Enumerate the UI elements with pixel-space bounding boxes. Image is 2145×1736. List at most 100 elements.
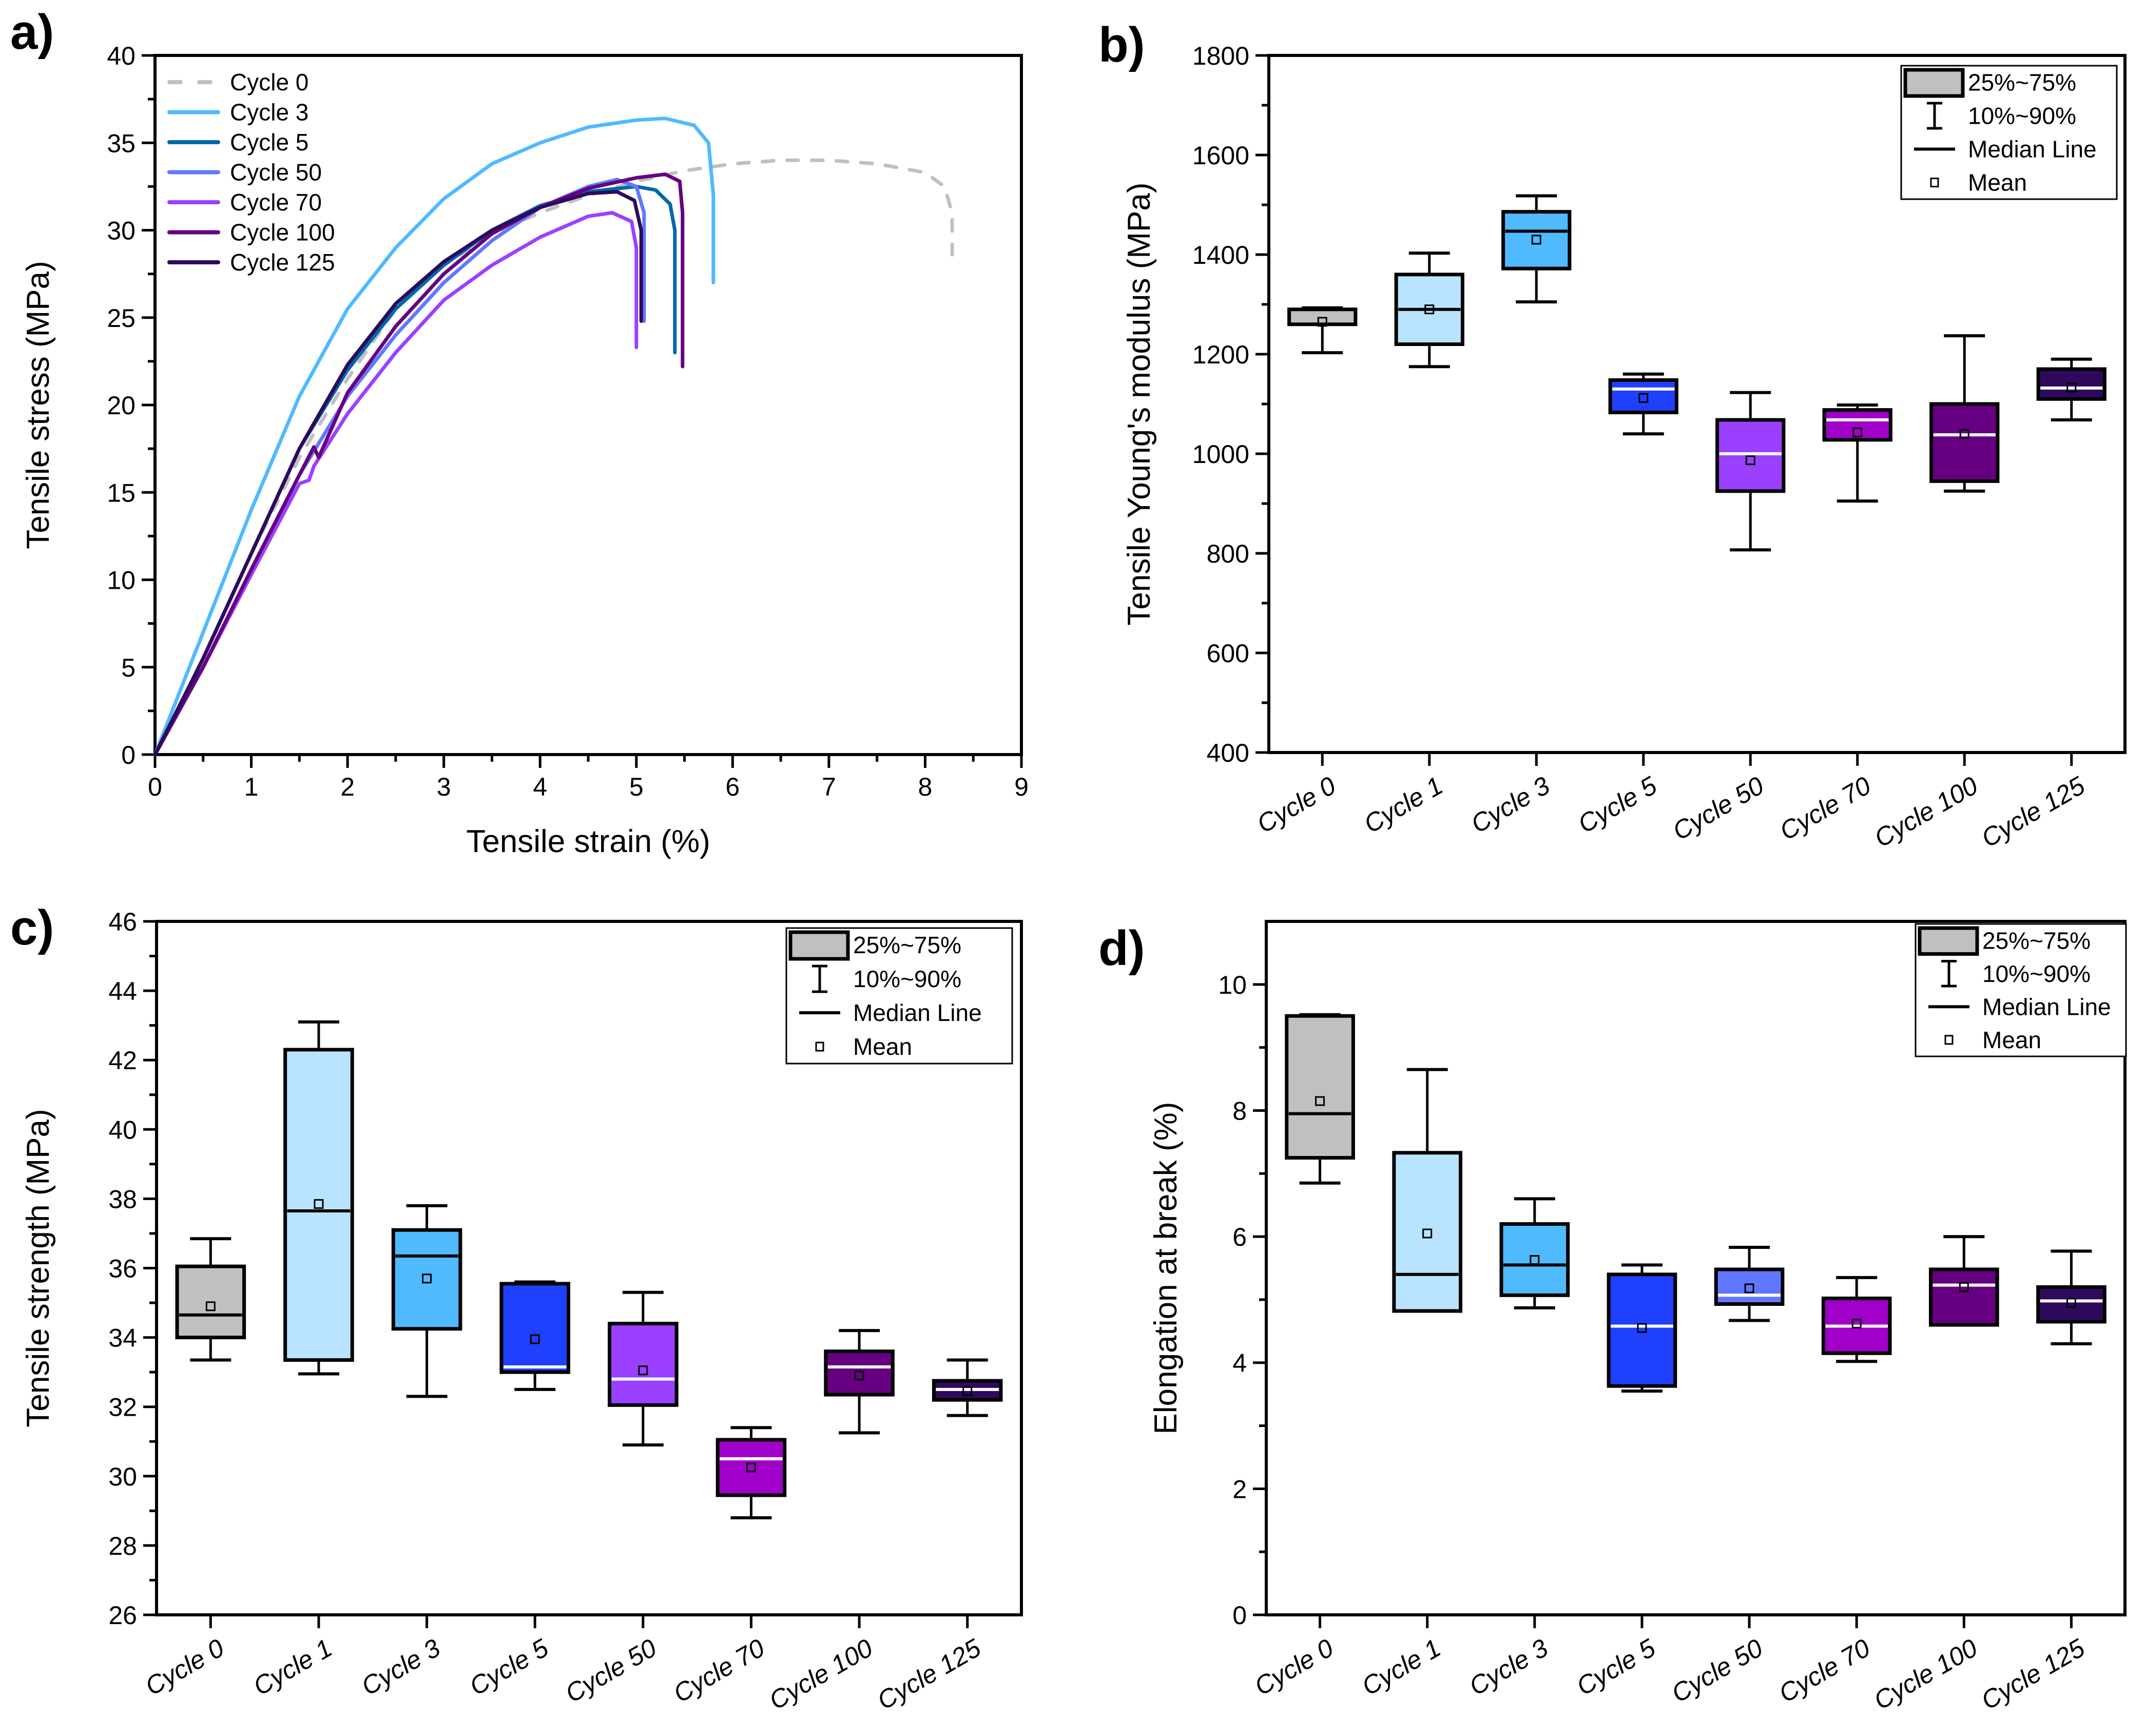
legend-label: Mean (853, 1033, 912, 1060)
y-axis-title: Tensile stress (MPa) (21, 261, 56, 549)
x-category-label: Cycle 1 (1357, 1633, 1445, 1701)
box-cycle-50 (608, 1290, 679, 1447)
y-tick-label: 8 (1232, 1096, 1247, 1125)
series-line-cycle-50 (153, 178, 646, 757)
box-cycle-3 (1501, 194, 1572, 304)
y-tick-label: 30 (107, 217, 136, 245)
y-tick-label: 600 (1207, 639, 1249, 668)
y-axis-title: Tensile Young's modulus (MPa) (1122, 182, 1157, 625)
y-tick-label: 6 (1232, 1223, 1247, 1251)
box-iqr (1499, 1222, 1570, 1297)
mean-marker (1638, 393, 1649, 403)
legend-label: Cycle 70 (230, 189, 322, 216)
box-iqr (1928, 1267, 1999, 1327)
y-tick-label: 32 (108, 1393, 137, 1422)
legend-label: 10%~90% (1968, 103, 2076, 129)
y-tick-label: 35 (107, 129, 136, 158)
legend: 25%~75% 10%~90% Median Line Mean (1915, 923, 2127, 1057)
mean-marker (1531, 235, 1541, 245)
legend-swatch-box (788, 930, 850, 961)
mean-marker (638, 1365, 648, 1376)
legend-label: 25%~75% (1968, 69, 2076, 96)
box-cycle-125 (2036, 357, 2107, 422)
x-category-label: Cycle 70 (1775, 771, 1876, 846)
box-iqr (824, 1349, 895, 1397)
x-category-label: Cycle 100 (764, 1633, 878, 1715)
box-cycle-0 (1285, 1013, 1355, 1185)
y-tick-label: 4 (1232, 1349, 1247, 1378)
series-line-cycle-70 (153, 211, 639, 757)
box-cycle-0 (175, 1237, 246, 1362)
x-category-label: Cycle 1 (248, 1633, 337, 1701)
y-tick-label: 26 (108, 1601, 137, 1630)
mean-marker (1959, 1282, 1969, 1292)
panel-label: b) (1098, 17, 1145, 72)
box-cycle-5 (1607, 1263, 1677, 1393)
box-iqr (608, 1322, 679, 1407)
x-category-label: Cycle 3 (1464, 1633, 1553, 1701)
box-cycle-1 (1392, 1068, 1463, 1313)
box-iqr (1714, 1267, 1785, 1306)
series-line-cycle-125 (153, 190, 643, 757)
y-tick-label: 1200 (1192, 340, 1249, 369)
y-tick-label: 38 (108, 1185, 137, 1213)
y-tick-label: 1600 (1192, 141, 1249, 170)
y-tick-label: 1400 (1192, 241, 1249, 269)
mean-marker (1637, 1323, 1647, 1333)
mean-marker (1852, 427, 1863, 437)
legend-label: Cycle 5 (230, 129, 308, 156)
x-tick-label: 7 (822, 773, 836, 801)
box-cycle-5 (1608, 372, 1678, 436)
box-iqr (391, 1228, 462, 1331)
x-category-label: Cycle 5 (1573, 771, 1662, 839)
box-iqr (716, 1438, 787, 1497)
legend-label: 25%~75% (1982, 927, 2091, 954)
x-category-label: Cycle 5 (465, 1633, 553, 1701)
panel-label: d) (1098, 921, 1145, 976)
legend-label: Cycle 0 (230, 69, 308, 95)
y-tick-label: 10 (1218, 971, 1247, 999)
legend-label: Cycle 100 (230, 219, 335, 246)
box-iqr (1285, 1014, 1355, 1160)
mean-marker (422, 1274, 432, 1284)
x-category-label: Cycle 3 (357, 1633, 446, 1701)
legend-label: Cycle 50 (230, 159, 322, 186)
box-cycle-70 (716, 1426, 787, 1519)
legend-swatch-box (1903, 68, 1965, 98)
legend-label: Median Line (1968, 136, 2097, 163)
x-tick-label: 4 (533, 773, 547, 801)
mean-marker (1744, 1283, 1754, 1294)
legend-label: Cycle 125 (230, 249, 335, 276)
y-tick-label: 400 (1207, 739, 1249, 767)
panel-label: c) (10, 900, 54, 955)
x-category-label: Cycle 70 (668, 1633, 769, 1708)
box-cycle-5 (499, 1280, 570, 1391)
mean-marker (746, 1462, 756, 1473)
legend-label: Median Line (1982, 993, 2111, 1020)
legend-label: 25%~75% (853, 932, 961, 958)
legend-label: 10%~90% (853, 966, 961, 992)
box-cycle-100 (1929, 334, 2000, 493)
x-category-label: Cycle 0 (1252, 771, 1341, 839)
box-cycle-0 (1287, 306, 1358, 355)
mean-marker (1317, 317, 1327, 327)
y-tick-label: 0 (121, 741, 136, 769)
y-tick-label: 5 (121, 653, 136, 682)
mean-marker (1424, 304, 1435, 315)
x-category-label: Cycle 3 (1466, 771, 1555, 839)
x-category-label: Cycle 100 (1869, 1633, 1982, 1715)
legend: Cycle 0 Cycle 3 Cycle 5 Cycle 50 Cycle 70 Cyc… (167, 69, 335, 276)
x-tick-label: 9 (1014, 773, 1029, 801)
box-iqr (283, 1048, 354, 1362)
legend: 25%~75% 10%~90% Median Line Mean (785, 927, 1013, 1065)
box-iqr (1392, 1151, 1463, 1313)
mean-marker (962, 1386, 973, 1396)
y-tick-label: 10 (107, 566, 136, 595)
mean-marker (314, 1199, 324, 1209)
x-category-label: Cycle 0 (140, 1633, 229, 1701)
series-line-cycle-0 (153, 158, 954, 757)
mean-marker (2066, 1298, 2076, 1308)
box-cycle-50 (1715, 391, 1786, 552)
x-tick-label: 2 (340, 773, 355, 801)
